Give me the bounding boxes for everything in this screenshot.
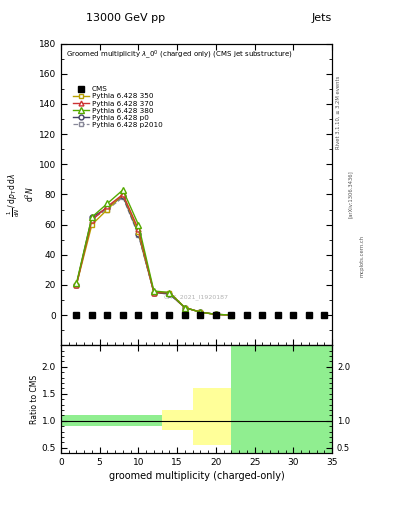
Text: Jets: Jets (312, 12, 332, 23)
Text: 13000 GeV pp: 13000 GeV pp (86, 12, 165, 23)
Y-axis label: $\frac{1}{\mathrm{d}N}\,/\,\mathrm{d}p_\mathrm{T}\,\mathrm{d}\,\mathrm{d}\lambda: $\frac{1}{\mathrm{d}N}\,/\,\mathrm{d}p_\… (6, 172, 36, 217)
Legend: CMS, Pythia 6.428 350, Pythia 6.428 370, Pythia 6.428 380, Pythia 6.428 p0, Pyth: CMS, Pythia 6.428 350, Pythia 6.428 370,… (70, 83, 165, 131)
Text: Groomed multiplicity $\lambda\_0^0$ (charged only) (CMS jet substructure): Groomed multiplicity $\lambda\_0^0$ (cha… (66, 48, 293, 61)
X-axis label: groomed multiplicity (charged-only): groomed multiplicity (charged-only) (108, 471, 285, 481)
Text: Rivet 3.1.10, ≥ 3.2M events: Rivet 3.1.10, ≥ 3.2M events (336, 76, 341, 150)
Text: mcplots.cern.ch: mcplots.cern.ch (360, 235, 365, 277)
Y-axis label: Ratio to CMS: Ratio to CMS (30, 375, 39, 424)
Text: CMS_2021_I1920187: CMS_2021_I1920187 (164, 294, 229, 300)
Text: [arXiv:1306.3436]: [arXiv:1306.3436] (348, 170, 353, 219)
